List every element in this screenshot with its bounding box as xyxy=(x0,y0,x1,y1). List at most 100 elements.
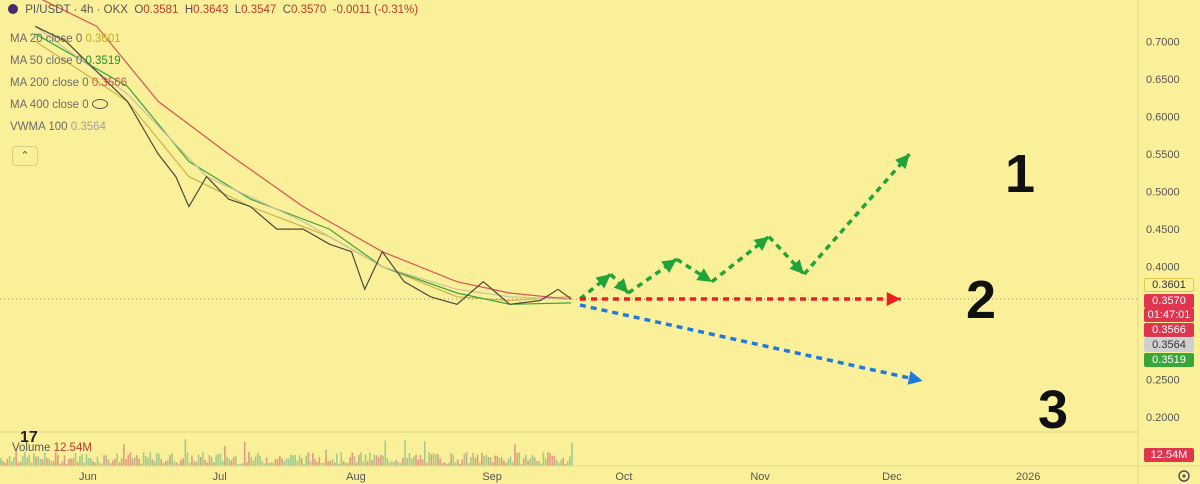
volume-bar xyxy=(281,458,283,466)
volume-bar xyxy=(127,454,130,466)
projection-segment xyxy=(767,235,806,276)
projection-arrowhead xyxy=(613,278,629,294)
x-tick-label: Oct xyxy=(615,471,632,483)
volume-bar xyxy=(74,453,77,466)
symbol: PI/USDT xyxy=(25,4,71,16)
exchange: OKX xyxy=(103,4,128,16)
x-tick-label: 2026 xyxy=(1016,471,1040,483)
indicator-value: 0.3564 xyxy=(70,121,106,133)
volume-bar xyxy=(461,459,463,466)
x-axis: Jun Jul Aug Sep Oct Nov Dec 2026 xyxy=(79,471,1040,483)
volume-bar xyxy=(193,460,195,466)
volume-bar xyxy=(166,460,169,466)
volume-bar xyxy=(474,457,477,466)
volume-bar xyxy=(445,463,448,466)
eye-off-icon[interactable] xyxy=(91,99,108,109)
ma-line-vwma100 xyxy=(34,25,572,301)
volume-bar xyxy=(439,458,441,466)
volume-bar xyxy=(386,458,389,466)
volume-bar xyxy=(340,452,343,466)
volume-bar xyxy=(2,461,4,466)
indicator-value: 0.3519 xyxy=(85,55,121,67)
volume-bar xyxy=(279,455,281,466)
volume-bar xyxy=(358,454,360,466)
volume-tag: 12.54M xyxy=(1144,448,1194,462)
volume-bar xyxy=(197,454,200,466)
volume-bar xyxy=(459,463,461,466)
volume-bar xyxy=(52,460,55,466)
volume-bar xyxy=(413,456,415,466)
volume-bar xyxy=(85,454,88,466)
settings-icon[interactable] xyxy=(1178,470,1190,482)
volume-bar xyxy=(428,452,430,466)
volume-bar xyxy=(399,462,402,466)
volume-bar xyxy=(219,453,222,466)
volume-bar xyxy=(125,459,127,466)
volume-bar xyxy=(46,458,48,466)
volume-bar xyxy=(419,454,422,466)
indicator-ma400[interactable]: MA 400 close 0 xyxy=(10,94,127,116)
volume-bar xyxy=(522,458,525,466)
volume-bar xyxy=(553,455,556,466)
volume-bar xyxy=(81,454,83,466)
x-tick-label: Jul xyxy=(213,471,227,483)
indicator-label: MA 20 close 0 xyxy=(10,33,83,45)
volume-bar xyxy=(26,457,28,466)
volume-bar xyxy=(496,455,499,466)
volume-bar xyxy=(318,456,321,466)
volume-bar xyxy=(112,460,114,466)
projection-arrowhead xyxy=(886,292,901,307)
volume-bar xyxy=(32,453,35,466)
change-value: -0.0011 (-0.31%) xyxy=(332,4,419,16)
volume-bar xyxy=(94,462,97,466)
volume-bar xyxy=(294,454,296,466)
volume-bar xyxy=(79,456,81,466)
volume-bar xyxy=(232,457,235,466)
volume-bar xyxy=(195,462,198,466)
indicator-ma50[interactable]: MA 50 close 0 0.3519 xyxy=(10,50,127,72)
volume-bar xyxy=(500,457,503,466)
volume-bar xyxy=(54,452,57,466)
volume-bar xyxy=(467,463,470,466)
volume-bar xyxy=(547,452,549,466)
projection-arrowhead xyxy=(753,236,769,251)
volume-bar xyxy=(90,458,92,466)
volume-bar xyxy=(369,452,371,466)
indicator-ma200[interactable]: MA 200 close 0 0.3566 xyxy=(10,72,127,94)
y-tick-label: 0.2500 xyxy=(1146,374,1180,386)
collapse-legend-button[interactable]: ⌃ xyxy=(12,146,38,166)
volume-bar xyxy=(30,463,33,466)
volume-bar xyxy=(311,453,314,466)
indicator-ma20[interactable]: MA 20 close 0 0.3601 xyxy=(10,28,127,50)
volume-bar xyxy=(448,462,450,466)
volume-bar xyxy=(377,457,380,466)
volume-bar xyxy=(336,453,338,466)
volume-bar xyxy=(388,462,391,466)
high-value: 0.3643 xyxy=(193,4,229,16)
volume-bar xyxy=(226,456,228,466)
chevron-up-icon: ⌃ xyxy=(20,150,30,162)
projection-segment xyxy=(802,152,911,276)
volume-bar xyxy=(155,453,158,466)
volume-bar xyxy=(402,457,404,466)
indicator-vwma100[interactable]: VWMA 100 0.3564 xyxy=(10,116,127,138)
volume-bar xyxy=(151,459,154,466)
volume-bar xyxy=(15,449,17,466)
volume-bar xyxy=(140,463,143,466)
x-tick-label: Nov xyxy=(750,471,770,483)
price-tag: 0.3564 xyxy=(1144,338,1194,352)
volume-bar xyxy=(434,454,437,466)
price-series xyxy=(34,25,572,305)
volume-bar xyxy=(470,457,472,466)
volume-bar xyxy=(320,462,323,466)
scenario-labels: 1 23 xyxy=(966,144,1068,440)
volume-bar xyxy=(331,459,334,466)
x-tick-label: Dec xyxy=(882,471,902,483)
volume-bar xyxy=(472,452,474,466)
indicator-label: MA 400 close 0 xyxy=(10,99,89,111)
volume-bar xyxy=(160,458,162,466)
volume-bar xyxy=(116,453,119,466)
volume-bar xyxy=(241,462,244,466)
volume-bar xyxy=(39,458,42,466)
